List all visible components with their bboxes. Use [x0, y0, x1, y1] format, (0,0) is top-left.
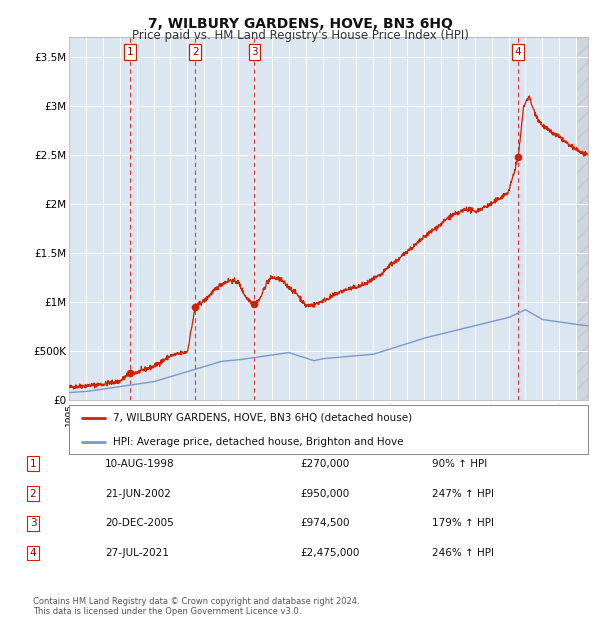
Text: 179% ↑ HPI: 179% ↑ HPI: [432, 518, 494, 528]
Text: This data is licensed under the Open Government Licence v3.0.: This data is licensed under the Open Gov…: [33, 606, 301, 616]
Text: 27-JUL-2021: 27-JUL-2021: [105, 548, 169, 558]
Bar: [576, 37, 588, 400]
Text: £974,500: £974,500: [300, 518, 349, 528]
Text: 246% ↑ HPI: 246% ↑ HPI: [432, 548, 494, 558]
Text: 20-DEC-2005: 20-DEC-2005: [105, 518, 174, 528]
Text: 2: 2: [29, 489, 37, 498]
Text: 21-JUN-2002: 21-JUN-2002: [105, 489, 171, 498]
Text: 10-AUG-1998: 10-AUG-1998: [105, 459, 175, 469]
Text: 90% ↑ HPI: 90% ↑ HPI: [432, 459, 487, 469]
Text: 7, WILBURY GARDENS, HOVE, BN3 6HQ (detached house): 7, WILBURY GARDENS, HOVE, BN3 6HQ (detac…: [113, 412, 412, 423]
Text: £270,000: £270,000: [300, 459, 349, 469]
Text: £2,475,000: £2,475,000: [300, 548, 359, 558]
Text: 1: 1: [29, 459, 37, 469]
Text: 3: 3: [251, 47, 258, 57]
Text: 1: 1: [127, 47, 133, 57]
Text: 4: 4: [515, 47, 521, 57]
Text: 4: 4: [29, 548, 37, 558]
Text: 247% ↑ HPI: 247% ↑ HPI: [432, 489, 494, 498]
Text: £950,000: £950,000: [300, 489, 349, 498]
Text: Price paid vs. HM Land Registry's House Price Index (HPI): Price paid vs. HM Land Registry's House …: [131, 29, 469, 42]
Text: 3: 3: [29, 518, 37, 528]
Text: HPI: Average price, detached house, Brighton and Hove: HPI: Average price, detached house, Brig…: [113, 436, 404, 447]
Text: 2: 2: [192, 47, 199, 57]
Text: Contains HM Land Registry data © Crown copyright and database right 2024.: Contains HM Land Registry data © Crown c…: [33, 597, 359, 606]
Text: 7, WILBURY GARDENS, HOVE, BN3 6HQ: 7, WILBURY GARDENS, HOVE, BN3 6HQ: [148, 17, 452, 32]
